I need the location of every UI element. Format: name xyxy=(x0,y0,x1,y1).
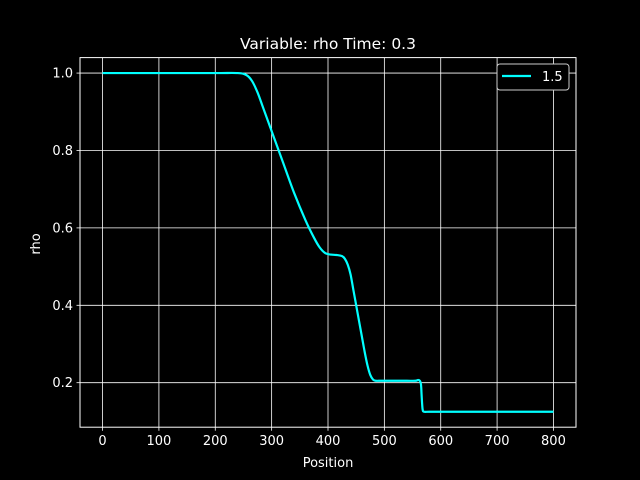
y-tick-label: 1.0 xyxy=(52,67,73,82)
x-tick-label: 600 xyxy=(428,434,453,449)
series-line-1-5 xyxy=(102,71,554,413)
legend-box xyxy=(496,63,570,91)
x-tick-label: 100 xyxy=(146,434,171,449)
y-tick-label: 0.8 xyxy=(52,144,73,159)
y-tick-label: 0.6 xyxy=(52,221,73,236)
x-tick-label: 700 xyxy=(485,434,510,449)
chart-title: Variable: rho Time: 0.3 xyxy=(240,35,416,53)
y-tick-label: 0.4 xyxy=(52,299,73,314)
x-tick-label: 500 xyxy=(372,434,397,449)
legend: 1.5 xyxy=(496,63,570,91)
x-tick-label: 0 xyxy=(98,434,106,449)
x-axis-label: Position xyxy=(303,456,354,471)
grid-lines xyxy=(80,57,576,428)
axis-ticks: 0 100 200 300 400 500 600 700 800 0.2 0.4 0.6 0.8 1.0 xyxy=(52,67,566,450)
x-tick-label: 200 xyxy=(203,434,228,449)
x-tick-label: 300 xyxy=(259,434,284,449)
y-tick-label: 0.2 xyxy=(52,376,73,391)
y-axis-label: rho xyxy=(29,233,44,254)
x-tick-label: 400 xyxy=(316,434,341,449)
series-lines xyxy=(102,71,554,413)
x-tick-label: 800 xyxy=(541,434,566,449)
legend-label-1-5: 1.5 xyxy=(542,70,563,85)
